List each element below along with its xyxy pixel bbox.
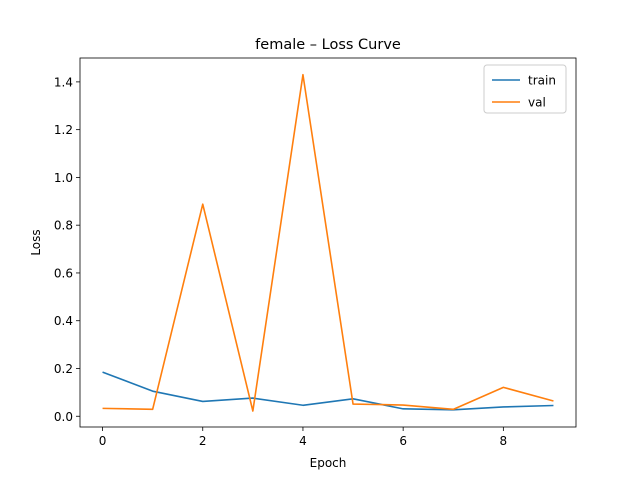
legend: train val <box>483 64 567 114</box>
legend-box <box>483 64 567 114</box>
x-axis-ticks: 0 2 4 6 8 <box>99 427 507 448</box>
y-tick-label: 0.8 <box>54 219 73 233</box>
chart-title: female – Loss Curve <box>255 37 401 53</box>
y-tick-label: 1.2 <box>54 123 73 137</box>
series-line-val <box>102 73 554 412</box>
x-tick-label: 0 <box>99 434 107 448</box>
x-tick-label: 6 <box>399 434 407 448</box>
legend-label-val: val <box>528 96 546 110</box>
x-tick-label: 2 <box>199 434 207 448</box>
legend-label-train: train <box>528 74 556 88</box>
series-layer <box>102 73 554 412</box>
plot-frame <box>79 57 577 428</box>
y-tick-label: 0.6 <box>54 266 73 280</box>
y-tick-label: 1.4 <box>54 75 73 89</box>
y-tick-label: 0.4 <box>54 314 73 328</box>
y-tick-label: 0.2 <box>54 362 73 376</box>
x-axis-label: Epoch <box>310 456 347 470</box>
y-tick-label: 1.0 <box>54 171 73 185</box>
x-tick-label: 8 <box>500 434 508 448</box>
x-tick-label: 4 <box>299 434 307 448</box>
series-line-train <box>102 371 554 411</box>
y-axis-ticks: 0.0 0.2 0.4 0.6 0.8 1.0 1.2 1.4 <box>54 75 80 424</box>
y-tick-label: 0.0 <box>54 410 73 424</box>
y-axis-label: Loss <box>29 229 43 255</box>
